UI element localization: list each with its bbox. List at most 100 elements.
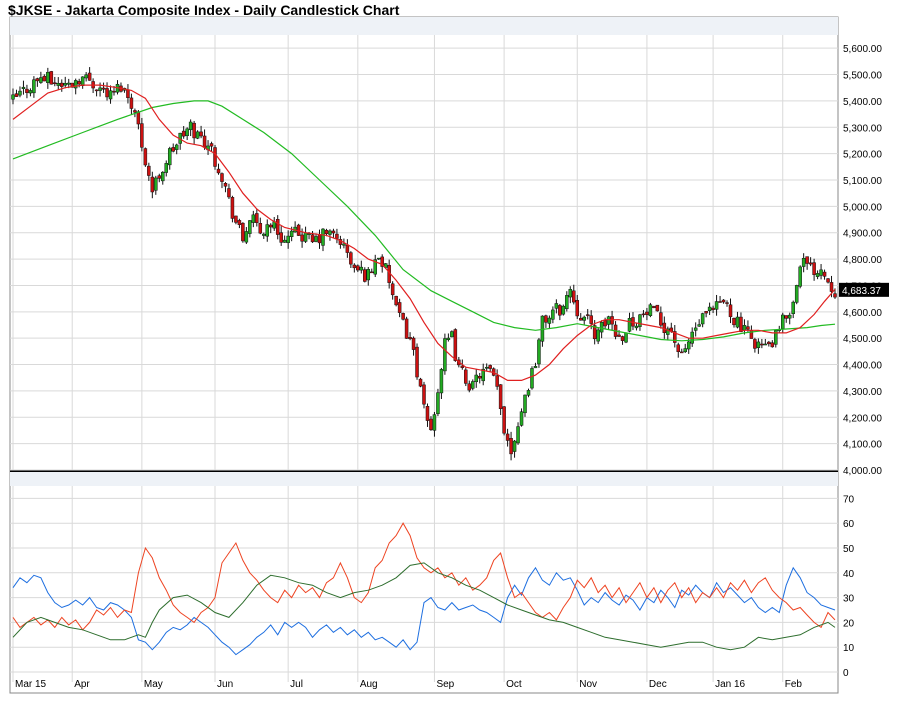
candle-body xyxy=(833,293,837,298)
price-axis-tick-label: 5,400.00 xyxy=(843,97,882,108)
candle-body xyxy=(255,213,259,223)
candle-body xyxy=(352,264,357,269)
candle-body xyxy=(544,315,548,323)
candle-body xyxy=(28,90,33,94)
candle-body xyxy=(241,222,245,242)
candle-body xyxy=(467,383,472,391)
candle-body xyxy=(63,83,67,86)
candle-body xyxy=(763,343,768,346)
price-axis-tick-label: 5,000.00 xyxy=(843,202,882,213)
candle-body xyxy=(721,299,726,303)
candle-body xyxy=(787,314,792,319)
indicator-legend: +DI (14): 25.176 -DI (14): 20.701 ADX (1… xyxy=(11,472,305,486)
candle-body xyxy=(540,315,545,342)
candle-body xyxy=(324,229,329,235)
candle-body xyxy=(530,368,534,389)
candle-body xyxy=(373,259,377,275)
candle-body xyxy=(258,223,263,234)
price-axis-tick-label: 4,100.00 xyxy=(843,440,882,451)
candle-body xyxy=(32,79,36,94)
x-axis-tick-label: Feb xyxy=(785,679,803,690)
price-axis-tick-label: 5,100.00 xyxy=(843,176,882,187)
candle-body xyxy=(418,378,423,387)
x-axis-tick-label: Nov xyxy=(579,679,597,690)
candle-body xyxy=(21,86,26,89)
candle-body xyxy=(80,76,85,86)
legend-item-sma80: SMA (80): 4,552.77 xyxy=(375,21,475,33)
candle-body xyxy=(812,262,816,275)
candle-body xyxy=(432,414,437,431)
candle-body xyxy=(105,88,109,98)
candle-body xyxy=(380,256,384,267)
candle-body xyxy=(589,315,593,324)
legend-item-minus-di: -DI (14): 20.701 xyxy=(109,472,192,484)
candle-body xyxy=(157,175,162,179)
candle-body xyxy=(370,271,374,274)
candle-body xyxy=(624,332,628,343)
candle-body xyxy=(620,336,625,341)
candle-body xyxy=(700,313,705,325)
candle-body xyxy=(585,314,590,316)
candle-body xyxy=(826,278,830,283)
candle-body xyxy=(693,327,698,331)
candle-body xyxy=(56,83,61,86)
legend-label-ohlc: Op:4,715.20, Hi:4,722.38, Lo:4,681.89, C… xyxy=(24,22,251,33)
candle-body xyxy=(279,232,283,243)
candle-body xyxy=(237,220,242,225)
candle-body xyxy=(376,257,381,260)
candle-body xyxy=(498,384,503,409)
candle-body xyxy=(582,316,586,321)
price-axis-tick-label: 5,500.00 xyxy=(843,71,882,82)
price-axis-tick-label: 4,800.00 xyxy=(843,255,882,266)
candle-body xyxy=(216,168,221,174)
candle-body xyxy=(436,392,440,415)
candle-body xyxy=(662,322,667,333)
candle-body xyxy=(349,252,353,265)
legend-swatch-adx xyxy=(205,472,216,482)
candle-body xyxy=(282,239,287,243)
candle-body xyxy=(70,82,74,88)
x-axis-tick-label: Jan 16 xyxy=(715,679,745,690)
candle-body xyxy=(115,84,120,93)
candle-body xyxy=(108,90,113,100)
candle-body xyxy=(512,440,517,452)
candle-body xyxy=(533,366,538,369)
candle-body xyxy=(808,262,813,265)
candle-body xyxy=(345,244,350,253)
candle-body xyxy=(129,97,134,109)
candle-body xyxy=(679,351,684,354)
x-axis-tick-label: Dec xyxy=(649,679,667,690)
price-axis-tick-label: 4,000.00 xyxy=(843,466,882,477)
candle-body xyxy=(49,71,54,85)
candle-body xyxy=(401,313,405,320)
candle-body xyxy=(390,283,395,296)
candle-body xyxy=(568,289,573,298)
candle-body xyxy=(686,341,691,350)
candle-body xyxy=(519,411,524,426)
candle-body xyxy=(474,374,478,383)
candle-body xyxy=(798,266,802,287)
x-axis-tick-label: May xyxy=(144,679,163,690)
candle-body xyxy=(268,224,273,228)
candle-body xyxy=(446,337,451,340)
candle-body xyxy=(164,163,169,173)
candle-body xyxy=(735,316,740,328)
candle-body xyxy=(206,145,210,151)
candle-body xyxy=(46,71,50,83)
candle-body xyxy=(223,183,228,187)
indicator-axis-tick-label: 10 xyxy=(843,643,855,654)
candle-body xyxy=(484,367,489,369)
candle-body xyxy=(659,312,663,326)
candle-body xyxy=(171,147,175,152)
candle-body xyxy=(627,318,632,332)
candle-body xyxy=(314,236,318,242)
candle-body xyxy=(613,324,618,337)
candle-body xyxy=(505,433,510,441)
candle-body xyxy=(11,94,15,100)
candle-body xyxy=(725,302,729,304)
price-axis-tick-label: 4,900.00 xyxy=(843,229,882,240)
candle-body xyxy=(565,295,569,310)
candle-body xyxy=(777,329,782,331)
candle-body xyxy=(551,309,555,320)
